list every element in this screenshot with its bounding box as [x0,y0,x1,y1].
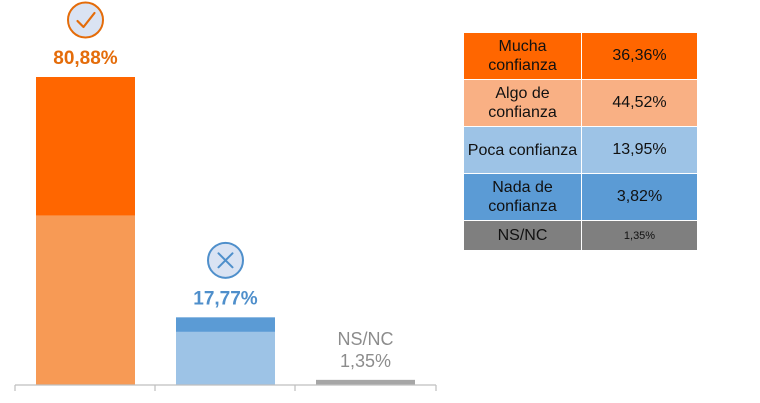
bar-value-label: 80,88% [53,48,118,69]
legend-label: Nada de confianza [463,173,582,221]
bar-value-label: 17,77% [193,288,258,309]
bar-segment-ns-nc [316,379,415,385]
bar-segment-algo-de-confianza [36,215,135,385]
bar-segment-mucha-confianza [36,77,135,216]
legend-row-nada-de-confianza: Nada de confianza 3,82% [463,173,698,221]
bar-segment-poca-confianza [176,331,275,385]
legend-value: 44,52% [581,79,698,127]
legend-value: 3,82% [581,173,698,221]
legend-value: 1,35% [581,220,698,251]
legend-row-poca-confianza: Poca confianza 13,95% [463,126,698,174]
check-icon [67,1,104,39]
x-icon [207,241,244,279]
legend-label: Algo de confianza [463,79,582,127]
bar-value-label: NS/NC 1,35% [337,329,393,371]
legend-row-mucha-confianza: Mucha confianza 36,36% [463,32,698,80]
bar-segment-nada-de-confianza [176,317,275,332]
legend-row-ns-nc: NS/NC 1,35% [463,220,698,251]
legend-label: Mucha confianza [463,32,582,80]
legend-value: 36,36% [581,32,698,80]
legend-row-algo-de-confianza: Algo de confianza 44,52% [463,79,698,127]
legend-table: Mucha confianza 36,36% Algo de confianza… [463,32,698,251]
legend-label: Poca confianza [463,126,582,174]
legend-value: 13,95% [581,126,698,174]
legend-label: NS/NC [463,220,582,251]
